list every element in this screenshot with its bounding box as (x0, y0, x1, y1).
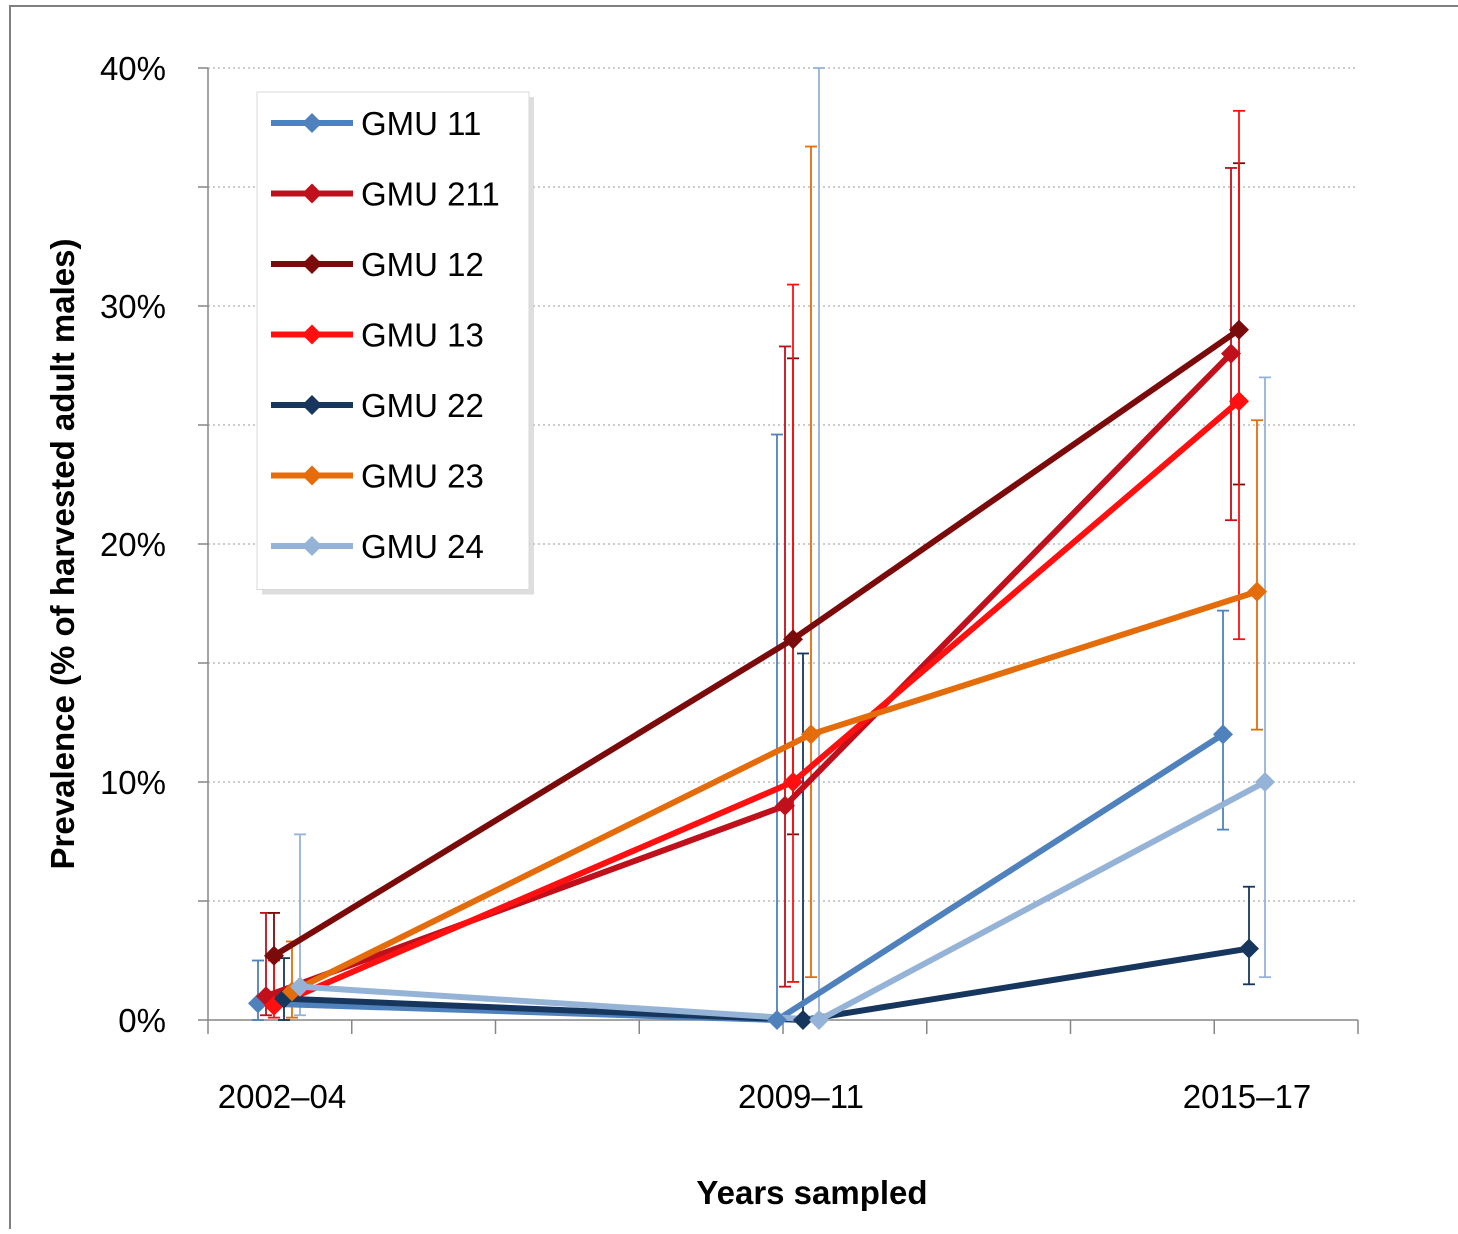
data-point (1255, 772, 1275, 792)
data-point (1229, 319, 1249, 340)
data-point (793, 1010, 813, 1030)
data-point (801, 724, 821, 745)
y-axis-title: Prevalence (% of harvested adult males) (44, 239, 81, 870)
data-point (775, 795, 795, 816)
legend-label: GMU 11 (361, 105, 481, 142)
data-point (1229, 391, 1249, 412)
y-tick-label: 20% (100, 526, 166, 563)
data-point (1213, 724, 1233, 745)
legend-swatch-marker (302, 465, 322, 486)
legend-swatch-marker (302, 254, 322, 274)
data-point (783, 772, 803, 792)
legend: GMU 11 GMU 211 GMU 12 GMU 13 GMU 22 GMU 23 GMU… (256, 91, 534, 595)
x-tick-label: 2015–17 (1183, 1078, 1311, 1115)
x-axis-title: Years sampled (696, 1174, 927, 1211)
chart-border (9, 5, 1458, 1234)
data-point (264, 945, 284, 966)
data-point (290, 976, 310, 997)
x-tick-label: 2009–11 (738, 1078, 864, 1115)
legend-label: GMU 12 (361, 246, 484, 283)
legend-box (256, 91, 530, 590)
y-tick-label: 30% (100, 288, 166, 325)
legend-swatch-marker (302, 113, 322, 133)
data-point (1221, 343, 1241, 364)
y-tick-label: 0% (118, 1002, 166, 1039)
y-tick-label: 10% (100, 764, 166, 801)
data-point (809, 1010, 829, 1030)
data-point (1247, 581, 1267, 602)
data-point (767, 1010, 787, 1030)
data-point (783, 629, 803, 650)
legend-swatch-marker (302, 395, 322, 415)
legend-label: GMU 24 (361, 528, 484, 565)
legend-swatch-marker (302, 324, 322, 345)
legend-label: GMU 23 (361, 458, 484, 495)
data-point (1239, 938, 1259, 959)
data-markers (248, 319, 1275, 1030)
axis-labels: 0% 10% 20% 30% 40% 2002–04 2009–11 2015–17 (100, 50, 1311, 1115)
legend-swatch-marker (302, 536, 322, 556)
legend-label: GMU 211 (361, 176, 500, 213)
legend-swatch-marker (302, 183, 322, 204)
legend-label: GMU 13 (361, 317, 484, 354)
legend-label: GMU 22 (361, 387, 484, 424)
y-tick-label: 40% (100, 50, 166, 87)
x-tick-label: 2002–04 (218, 1078, 346, 1115)
